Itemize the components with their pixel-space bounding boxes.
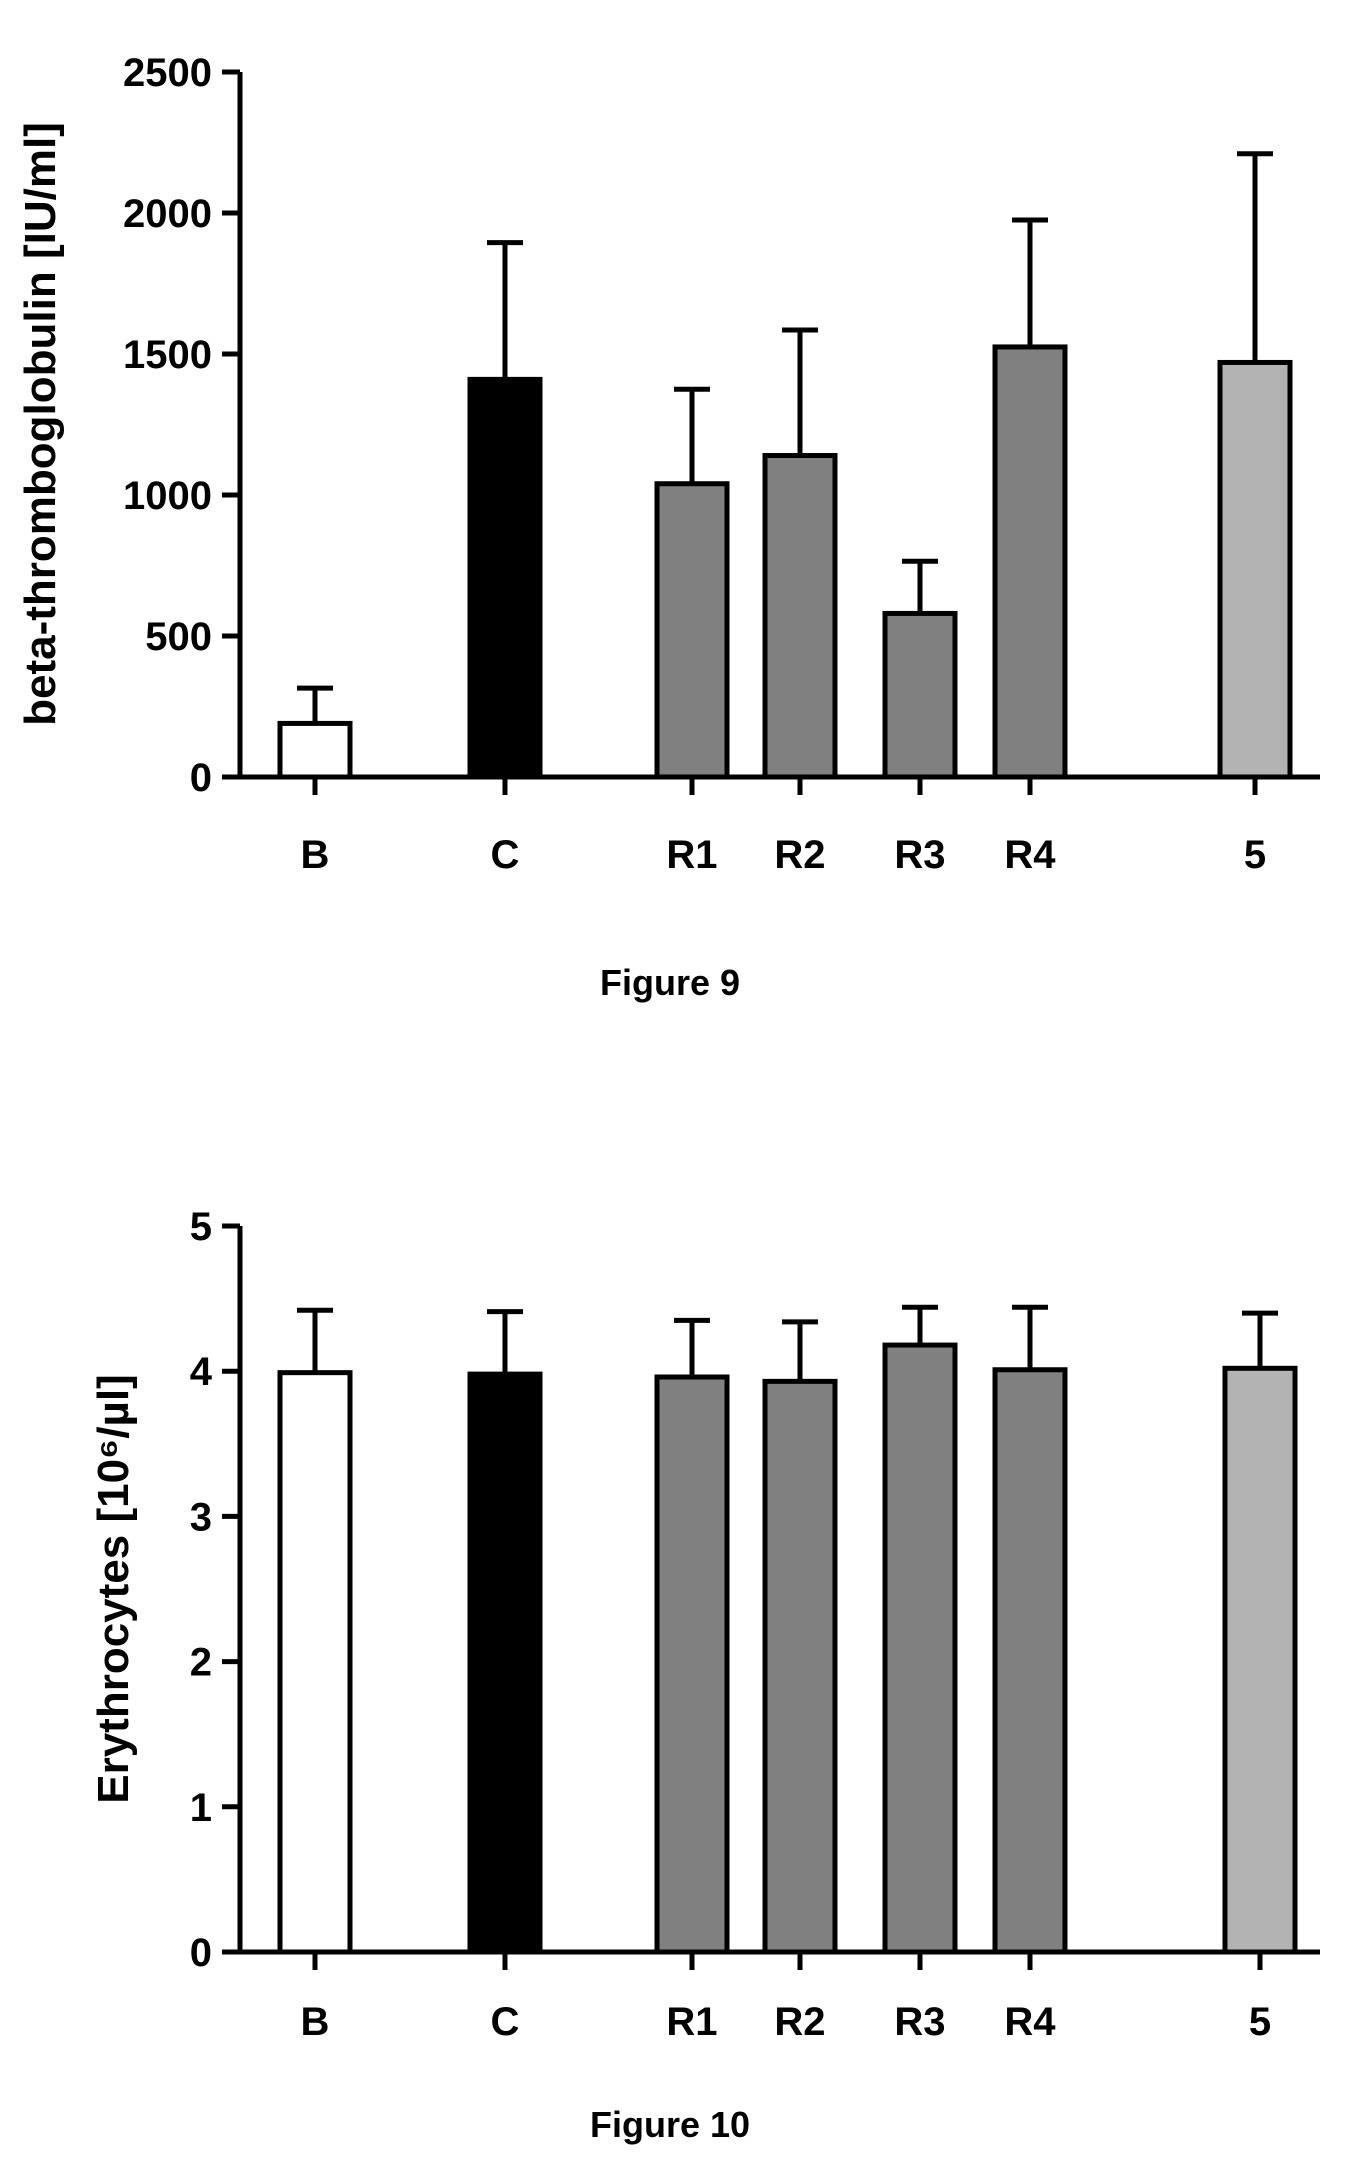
figure-9-chart: 0 500 1000 1500 2000 2500 B C R1 R2 R3 R4 5 beta-th… [16, 51, 1320, 1003]
bars [277, 344, 1293, 780]
bar-R3 [882, 1342, 958, 1955]
y-tick-label: 2000 [123, 192, 212, 236]
bar-R3 [882, 610, 958, 780]
x-tick-label: R1 [666, 2000, 717, 2044]
error-bars [297, 151, 1273, 724]
x-tick-label: B [301, 833, 330, 877]
y-tick-label: 500 [145, 615, 212, 659]
bar-C [467, 1371, 543, 1955]
bar-5 [1217, 359, 1293, 780]
bar-R2 [762, 1378, 838, 1955]
x-tick-label: R2 [774, 833, 825, 877]
y-tick-label: 5 [190, 1205, 212, 1249]
x-tick-label: C [491, 2000, 520, 2044]
figure-caption: Figure 9 [600, 962, 740, 1003]
bars [277, 1342, 1298, 1955]
y-tick-label: 1 [190, 1786, 212, 1830]
y-tick-label: 4 [190, 1350, 213, 1394]
bar-C [467, 376, 543, 780]
x-tick-label: R3 [894, 2000, 945, 2044]
y-axis-label: beta-thromboglobulin [IU/ml] [16, 122, 65, 726]
x-tick-label: R1 [666, 833, 717, 877]
y-tick-label: 1500 [123, 333, 212, 377]
x-tick-label: 5 [1249, 2000, 1271, 2044]
y-tick-label: 1000 [123, 474, 212, 518]
y-tick-label: 0 [190, 756, 212, 800]
x-tick-label: 5 [1244, 833, 1266, 877]
bar-B [277, 720, 353, 780]
x-tick-label: R4 [1004, 833, 1056, 877]
figure-caption: Figure 10 [590, 2104, 750, 2145]
x-tick-label: R3 [894, 833, 945, 877]
y-tick-label: 2 [190, 1641, 212, 1685]
y-tick-label: 2500 [123, 51, 212, 95]
bar-R4 [992, 1367, 1068, 1955]
bar-R2 [762, 453, 838, 780]
x-tick-label: B [301, 2000, 330, 2044]
bar-R1 [654, 481, 730, 780]
y-axis: 0 500 1000 1500 2000 2500 [123, 51, 243, 800]
x-tick-label: R4 [1004, 2000, 1056, 2044]
x-tick-label: C [491, 833, 520, 877]
x-axis: B C R1 R2 R3 R4 5 [238, 1949, 1320, 2044]
x-axis: B C R1 R2 R3 R4 5 [238, 774, 1320, 877]
y-tick-label: 3 [190, 1495, 212, 1539]
bar-5 [1222, 1365, 1298, 1955]
bar-R4 [992, 344, 1068, 780]
bar-B [277, 1370, 353, 1955]
y-tick-label: 0 [190, 1931, 212, 1975]
bar-R1 [654, 1374, 730, 1955]
error-bars [297, 1304, 1278, 1382]
y-axis-label: Erythrocytes [10⁶/µl] [89, 1374, 138, 1804]
y-axis: 0 1 2 3 4 5 [190, 1205, 243, 1975]
figure-10-chart: 0 1 2 3 4 5 B C R1 R2 R3 R4 5 Erythrocytes [10⁶/µl]… [89, 1205, 1320, 2145]
x-tick-label: R2 [774, 2000, 825, 2044]
